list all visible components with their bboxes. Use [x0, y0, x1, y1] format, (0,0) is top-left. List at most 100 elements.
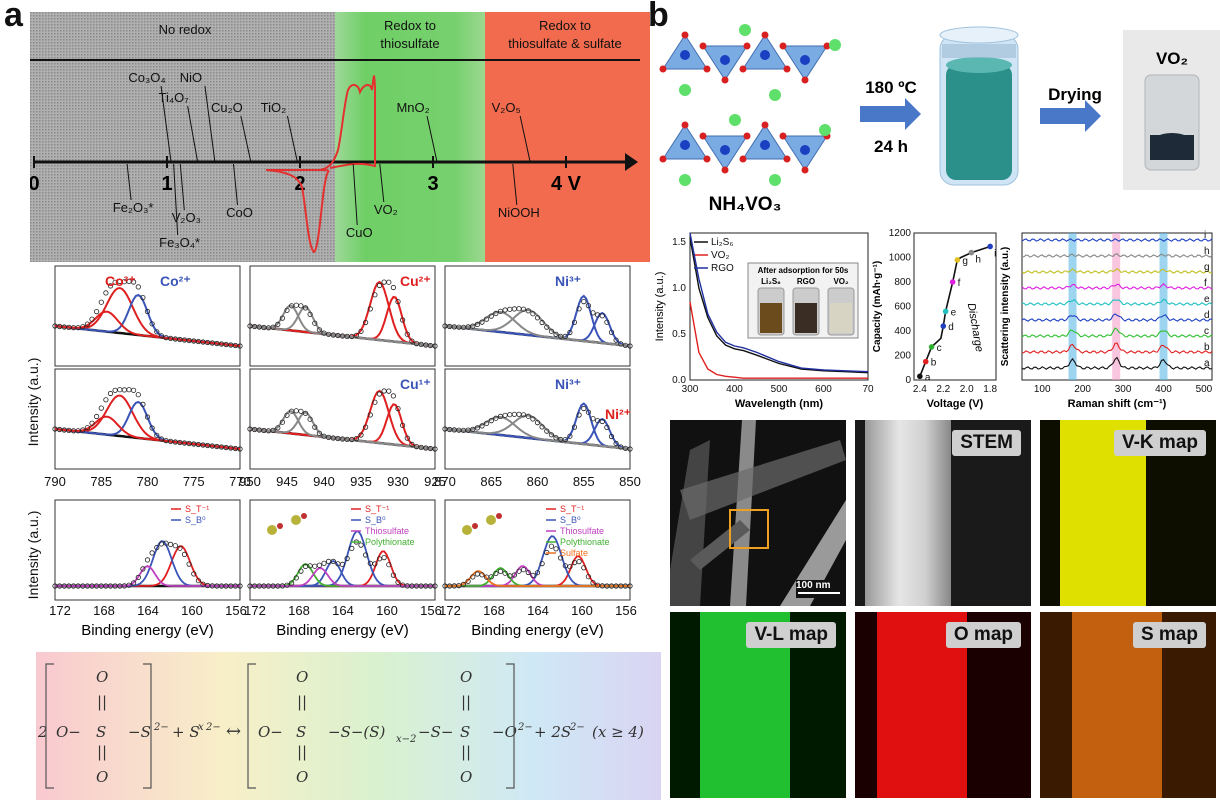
raman-series-label: e [1204, 294, 1210, 305]
uv-series-line [689, 232, 869, 373]
inset-vial-label: VO₂ [833, 277, 849, 286]
v-atom-icon [800, 55, 810, 65]
v-k-map: V-K map [1040, 420, 1216, 606]
region-label-thiosulfate-1: Redox to [384, 18, 436, 33]
v-atom-icon [800, 145, 810, 155]
vial-product-label: VO₂ [1156, 49, 1188, 68]
o-atom-icon [659, 65, 667, 73]
xps-tick-label: 790 [44, 474, 66, 489]
uv-ytick: 0.0 [672, 375, 686, 386]
xps-transition-metal-grid: Intensity (a.u.) Co³⁺ Co²⁺ 790 785 780 775 770… [25, 265, 641, 489]
xps-data-point [599, 418, 605, 425]
s-map: S map [1040, 612, 1216, 798]
xps-tick-label: 925 [424, 474, 446, 489]
xps-s-data-point [493, 570, 499, 577]
inset-title: After adsorption for 50s [758, 266, 849, 275]
xps-data-point [608, 329, 615, 335]
equation-term: O− [258, 723, 283, 741]
thiosulfate-region [335, 12, 485, 262]
oxide-label-bottom: V₂O₃ [172, 210, 201, 225]
xps-s-data-point [237, 583, 243, 589]
xps-data-point [237, 446, 243, 452]
uv-vis-chart: 300 400 500 600 70 0.0 0.5 1.0 1.5 Wavelength (nm… [655, 232, 874, 410]
uv-frame [689, 232, 869, 381]
xps-data-point [372, 399, 378, 405]
equation-term: x [198, 722, 204, 733]
xps-data-point [404, 331, 410, 337]
xps-tick-label: 780 [137, 474, 159, 489]
equation-term: S [96, 723, 106, 741]
xps-data-point [390, 393, 396, 399]
equation-bracket [45, 663, 54, 789]
xps-data-point [358, 328, 364, 334]
xps-component-peak [54, 293, 241, 347]
equation-term: ↔ [226, 721, 241, 742]
xps-s-ylabel: Intensity (a.u.) [25, 511, 41, 600]
uv-ytick: 1.0 [672, 283, 686, 294]
xps-s-component [55, 565, 240, 587]
xps-s-data-point [298, 568, 304, 574]
xps-data-point [511, 306, 518, 312]
xps-s-data-point [525, 569, 531, 576]
nh4-ion-icon [819, 124, 831, 136]
xps-s-data-point [474, 571, 480, 577]
molecule-atom-icon [472, 523, 478, 529]
xps-ylabel: Intensity (a.u.) [25, 358, 41, 447]
xps-data-point [126, 387, 132, 393]
xps-s-data-point [172, 543, 178, 549]
xps-s-data-point [372, 561, 378, 567]
xps-s-data-point [497, 568, 504, 574]
xps-data-point [302, 410, 309, 416]
xps-s-data-point [465, 578, 471, 584]
equation-term: S [296, 723, 306, 741]
xps-s-legend-label: Thiosulfate [365, 526, 409, 536]
equation-bracket [247, 663, 256, 789]
cv-curve [265, 75, 376, 254]
cv-point-label: c [937, 343, 942, 354]
xps-s-data-point [557, 555, 564, 561]
xps-peak-label: Ni³⁺ [555, 376, 581, 392]
xps-data-point [613, 440, 619, 447]
xps-tick-label: 785 [90, 474, 112, 489]
panel-letter-a: a [4, 0, 23, 34]
xps-data-point [548, 432, 555, 438]
raman-series-label: i [1204, 230, 1206, 241]
tem-image: 100 nm [670, 420, 846, 606]
o-atom-icon [703, 65, 711, 73]
xps-data-point [525, 413, 531, 419]
xps-s-frame [249, 499, 436, 601]
xps-data-point [530, 311, 536, 317]
cv-point-label: b [931, 358, 937, 369]
xps-data-point [107, 283, 114, 289]
precursor-label: NH₄VO₃ [709, 194, 782, 215]
xps-data-point [135, 392, 141, 398]
uv-xtick: 600 [815, 384, 832, 395]
xps-data-point [520, 412, 527, 418]
raman-series-line [1021, 356, 1213, 370]
xps-data-point [483, 420, 490, 426]
oxide-leader [426, 115, 438, 163]
xps-data-point [465, 427, 471, 433]
xps-peak-label: Cu²⁺ [400, 273, 431, 289]
xps-s-legend-label: S_B⁰ [365, 515, 386, 525]
xps-data-point [567, 329, 573, 336]
xps-data-point [302, 305, 309, 311]
region-label-sulfate-1: Redox to [539, 18, 591, 33]
nh4-ion-icon [729, 114, 741, 126]
oxide-leader [286, 115, 298, 163]
xps-tick-label: 930 [387, 474, 409, 489]
uv-legend-label: VO₂ [711, 250, 729, 261]
xps-data-point [404, 435, 410, 441]
xps-tick-label: 945 [276, 474, 298, 489]
xps-data-point [613, 337, 619, 343]
xps-s-tick-label: 168 [93, 603, 115, 618]
xps-frame [249, 368, 436, 470]
xps-data-point [275, 321, 281, 328]
xps-s-data-point [349, 545, 355, 552]
o-atom-icon [739, 65, 747, 73]
xps-s-tick-label: 172 [244, 603, 266, 618]
xps-s-data-point [186, 561, 192, 567]
xps-data-point [80, 427, 86, 433]
xps-data-point [316, 430, 322, 436]
